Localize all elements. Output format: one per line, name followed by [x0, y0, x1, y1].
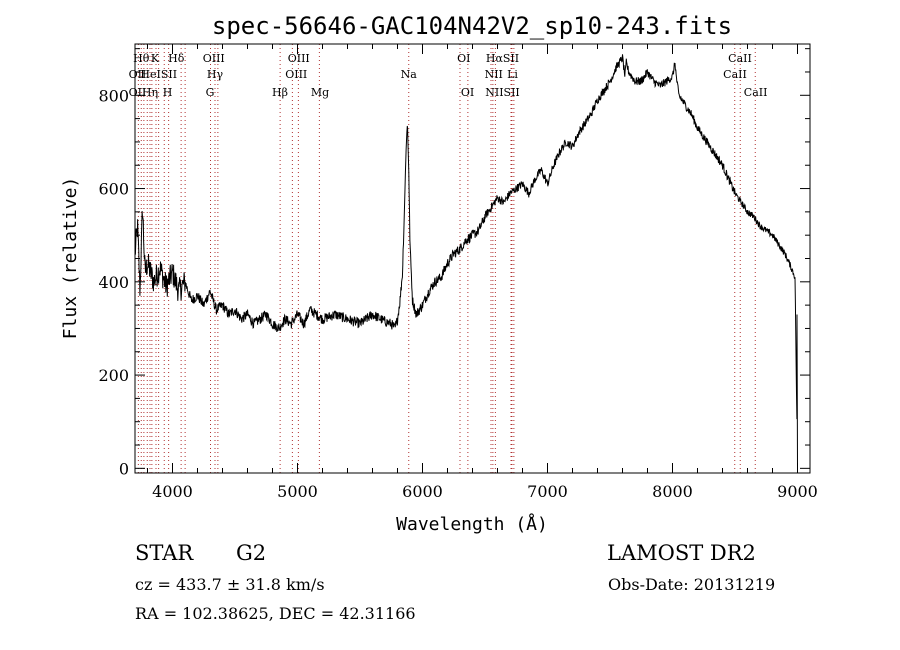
- line-label-20: Hβ: [272, 86, 288, 99]
- x-axis-label: Wavelength (Å): [396, 513, 548, 535]
- line-label-6: HαSII: [486, 52, 519, 65]
- x-tick-label-4: 8000: [652, 482, 693, 501]
- x-tick-label-5: 9000: [777, 482, 818, 501]
- line-label-17: Hη: [142, 86, 158, 99]
- y-tick-label-2: 400: [98, 273, 129, 292]
- line-label-5: OI: [457, 52, 470, 65]
- line-label-22: OI: [461, 86, 474, 99]
- line-label-13: NII: [485, 68, 503, 81]
- line-label-11: OIII: [285, 68, 307, 81]
- axes: 4000 5000 6000 7000 8000 9000 0 200 400 600 800: [98, 44, 818, 501]
- sky-coordinates: RA = 102.38625, DEC = 42.31166: [135, 604, 416, 623]
- line-label-4: OIII: [288, 52, 310, 65]
- x-tick-label-3: 7000: [527, 482, 568, 501]
- line-label-0: Hθ: [133, 52, 150, 65]
- x-tick-label-0: 4000: [152, 482, 193, 501]
- y-tick-label-4: 800: [98, 86, 129, 105]
- line-label-19: G: [206, 86, 215, 99]
- line-label-24: CaII: [744, 86, 768, 99]
- line-label-1: K: [151, 52, 160, 65]
- line-label-3: OIII: [203, 52, 225, 65]
- line-label-7: CaII: [728, 52, 752, 65]
- chart-title: spec-56646-GAC104N42V2_sp10-243.fits: [212, 12, 732, 40]
- observation-date: Obs-Date: 20131219: [608, 575, 776, 594]
- line-label-12: Na: [401, 68, 418, 81]
- y-tick-label-3: 600: [98, 180, 129, 199]
- line-markers: [137, 44, 756, 473]
- plot-frame: [134, 43, 811, 474]
- line-label-9: HeISII: [140, 68, 177, 81]
- line-label-21: Mg: [311, 86, 329, 99]
- object-class: STAR: [135, 541, 194, 565]
- line-label-2: Hδ: [168, 52, 185, 65]
- spectrum-series: [134, 54, 798, 469]
- survey-name: LAMOST DR2: [607, 541, 756, 565]
- line-label-23: NIISII: [485, 86, 520, 99]
- line-label-8: OII: [129, 68, 147, 81]
- line-label-18: H: [163, 86, 173, 99]
- x-tick-label-1: 5000: [277, 482, 318, 501]
- y-tick-label-1: 200: [98, 366, 129, 385]
- line-label-15: CaII: [723, 68, 747, 81]
- y-axis-label: Flux (relative): [60, 177, 81, 340]
- redshift-velocity: cz = 433.7 ± 31.8 km/s: [135, 575, 325, 594]
- x-tick-label-2: 6000: [402, 482, 443, 501]
- line-label-14: Li: [507, 68, 518, 81]
- object-subclass: G2: [236, 541, 267, 565]
- spectrum-line: [134, 54, 798, 469]
- y-tick-label-0: 0: [119, 459, 129, 478]
- line-label-10: Hγ: [207, 68, 224, 81]
